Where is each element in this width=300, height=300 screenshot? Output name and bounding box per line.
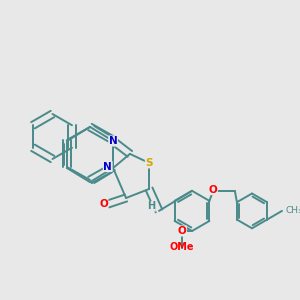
Text: O: O — [99, 199, 108, 209]
Text: O: O — [208, 184, 217, 195]
Text: S: S — [145, 158, 153, 168]
Text: CH₃: CH₃ — [286, 206, 300, 215]
Text: N: N — [103, 161, 112, 172]
Text: N: N — [109, 136, 118, 146]
Text: OMe: OMe — [170, 242, 194, 253]
Text: O: O — [178, 226, 187, 236]
Text: H: H — [147, 201, 156, 212]
